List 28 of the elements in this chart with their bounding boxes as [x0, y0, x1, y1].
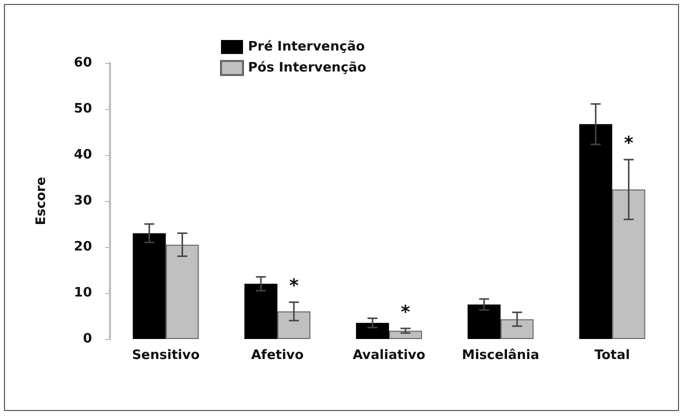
x-tick-label: Afetivo	[251, 348, 304, 363]
x-tick-label: Avaliativo	[352, 348, 426, 363]
y-tick-label: 40	[74, 148, 92, 162]
y-tick-label: 30	[74, 194, 92, 208]
y-tick-label: 0	[82, 332, 92, 346]
x-tick-label: Sensitivo	[132, 348, 200, 363]
bar	[244, 284, 278, 339]
bar	[356, 322, 389, 339]
bar	[277, 311, 310, 339]
annotation: *	[624, 133, 634, 154]
y-tick-label: 60	[74, 56, 92, 70]
annotation: *	[289, 276, 300, 297]
bar	[500, 319, 534, 339]
x-tick-label: Miscelânia	[462, 348, 540, 363]
y-tick-label: 10	[74, 286, 92, 300]
y-axis-title: Escore	[34, 176, 49, 226]
bar	[166, 244, 199, 339]
y-tick-label: 20	[74, 240, 92, 254]
bar	[389, 330, 422, 339]
bar	[132, 233, 166, 339]
y-tick-label: 50	[74, 102, 92, 116]
annotation: *	[400, 302, 411, 323]
bar	[579, 124, 612, 339]
legend-label: Pré Intervenção	[248, 40, 365, 54]
x-tick-label: Total	[594, 348, 630, 363]
legend-label: Pós Intervenção	[248, 60, 366, 76]
bar	[468, 304, 501, 339]
bar	[612, 190, 646, 339]
